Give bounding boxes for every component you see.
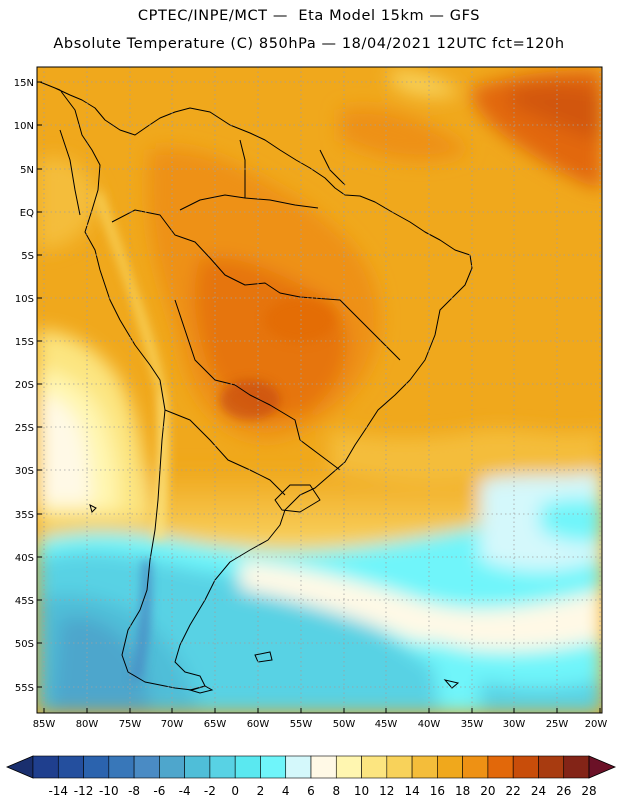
colorbar-swatch: [411, 755, 438, 779]
colorbar-label: -10: [99, 784, 119, 798]
colorbar-swatch: [386, 755, 413, 779]
lat-label: 5N: [20, 165, 34, 176]
lon-label: 80W: [76, 719, 99, 730]
colorbar-label: 8: [332, 784, 340, 798]
colorbar-label: 18: [455, 784, 470, 798]
colorbar-swatch: [32, 755, 59, 779]
colorbar-low-arrow: [5, 755, 34, 779]
colorbar-swatch: [285, 755, 312, 779]
colorbar-label: -8: [128, 784, 140, 798]
colorbar-swatch: [83, 755, 110, 779]
colorbar-swatch: [159, 755, 185, 779]
colorbar-label: 28: [581, 784, 596, 798]
colorbar-swatch: [487, 755, 514, 779]
lat-label: 45S: [15, 596, 34, 607]
lat-label: 15N: [14, 78, 34, 89]
colorbar-label: 24: [531, 784, 546, 798]
colorbar-swatch: [563, 755, 590, 779]
lat-label: 35S: [15, 510, 34, 521]
lat-label: 55S: [15, 683, 34, 694]
map-frame: [36, 66, 603, 714]
colorbar-label: 2: [257, 784, 265, 798]
colorbar-swatch: [462, 755, 489, 779]
lon-label: 65W: [204, 719, 227, 730]
lat-label: 10N: [14, 121, 34, 132]
lon-label: 75W: [119, 719, 142, 730]
lon-label: 55W: [290, 719, 313, 730]
colorbar-label: 26: [556, 784, 571, 798]
map-title-line2: Absolute Temperature (C) 850hPa — 18/04/…: [53, 36, 565, 52]
lon-label: 20W: [585, 719, 608, 730]
colorbar-label: -2: [204, 784, 216, 798]
colorbar-swatch: [209, 755, 236, 779]
colorbar-label: 12: [379, 784, 394, 798]
lon-label: 35W: [461, 719, 484, 730]
colorbar-swatch: [538, 755, 565, 779]
colorbar-high-arrow: [588, 755, 617, 779]
colorbar-swatch: [335, 755, 362, 779]
lon-label: 45W: [375, 719, 398, 730]
lat-label: 15S: [15, 337, 34, 348]
axis-ticks: [37, 81, 601, 713]
colorbar-label: -12: [74, 784, 94, 798]
colorbar-label: 10: [354, 784, 369, 798]
lon-label: 25W: [546, 719, 569, 730]
colorbar-swatch: [437, 755, 463, 779]
colorbar-swatch: [512, 755, 539, 779]
longitude-labels: 85W 80W 75W 70W 65W 60W 55W 50W 45W 40W …: [33, 719, 608, 730]
colorbar-label: 22: [506, 784, 521, 798]
lat-label: 20S: [15, 380, 34, 391]
lat-label: 10S: [15, 294, 34, 305]
colorbar-swatch: [234, 755, 261, 779]
lon-label: 85W: [33, 719, 56, 730]
colorbar-swatch: [57, 755, 84, 779]
colorbar-label: -14: [48, 784, 68, 798]
lon-label: 40W: [418, 719, 441, 730]
lat-label: EQ: [20, 208, 34, 219]
lat-label: 30S: [15, 466, 34, 477]
colorbar-label: 16: [430, 784, 445, 798]
colorbar-swatch: [133, 755, 160, 779]
lon-label: 60W: [247, 719, 270, 730]
lat-label: 5S: [21, 251, 34, 262]
colorbar-label: -4: [179, 784, 191, 798]
lat-label: 50S: [15, 639, 34, 650]
latitude-labels: 15N 10N 5N EQ 5S 10S 15S 20S 25S 30S 35S…: [14, 78, 34, 694]
lon-label: 50W: [333, 719, 356, 730]
colorbar-label: 6: [307, 784, 315, 798]
lat-label: 40S: [15, 553, 34, 564]
colorbar: -14 -12 -10 -8 -6 -4 -2 0 2 4 6 8 10 12 14 16 18 20 22 24 26…: [5, 755, 617, 798]
lon-label: 70W: [161, 719, 184, 730]
colorbar-swatch: [310, 755, 337, 779]
colorbar-label: -6: [153, 784, 165, 798]
colorbar-label: 0: [231, 784, 239, 798]
lat-label: 25S: [15, 423, 34, 434]
colorbar-label: 20: [480, 784, 495, 798]
lon-label: 30W: [503, 719, 526, 730]
colorbar-swatch: [108, 755, 135, 779]
colorbar-swatch: [361, 755, 388, 779]
colorbar-label: 14: [404, 784, 419, 798]
colorbar-label: 4: [282, 784, 290, 798]
map-title-line1: CPTEC/INPE/MCT — Eta Model 15km — GFS: [137, 8, 481, 24]
colorbar-swatch: [260, 755, 287, 779]
coastlines-and-borders: [39, 81, 473, 691]
colorbar-swatch: [184, 755, 211, 779]
temperature-field: [37, 67, 602, 713]
